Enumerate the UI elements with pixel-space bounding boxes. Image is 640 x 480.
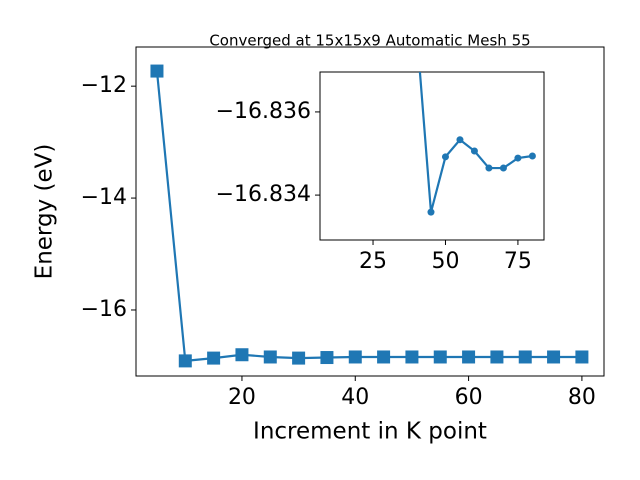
marker — [263, 350, 277, 364]
marker — [292, 351, 306, 365]
x-tick-label: 25 — [359, 249, 387, 274]
x-tick-label: 50 — [431, 249, 459, 274]
x-axis-label: Increment in K point — [253, 419, 487, 445]
marker — [433, 350, 447, 364]
marker — [514, 154, 522, 162]
plot-data — [150, 64, 589, 368]
y-tick-label: −12 — [81, 73, 127, 98]
marker — [441, 153, 449, 161]
marker — [518, 350, 532, 364]
y-tick-label: −16.836 — [216, 99, 311, 124]
marker — [320, 351, 334, 365]
marker — [499, 164, 507, 172]
x-tick-label: 40 — [341, 385, 369, 410]
y-axis-label: Energy (eV) — [32, 144, 58, 280]
marker — [405, 350, 419, 364]
marker — [150, 64, 164, 78]
series-line — [155, 70, 582, 363]
marker — [528, 152, 536, 160]
marker — [427, 208, 435, 216]
y-tick-label: −14 — [81, 185, 127, 210]
y-tick-label: −16.834 — [216, 182, 311, 207]
marker — [456, 136, 464, 144]
marker — [207, 351, 221, 365]
marker — [235, 348, 249, 362]
marker — [470, 147, 478, 155]
marker — [490, 350, 504, 364]
chart-title: Converged at 15x15x9 Automatic Mesh 55 — [209, 32, 530, 50]
x-tick-label: 60 — [455, 385, 483, 410]
x-tick-label: 75 — [504, 249, 532, 274]
x-tick-label: 80 — [568, 385, 596, 410]
marker — [348, 350, 362, 364]
x-tick-label: 20 — [228, 385, 256, 410]
marker — [575, 350, 589, 364]
marker — [547, 350, 561, 364]
y-tick-label: −16 — [81, 297, 127, 322]
marker — [462, 350, 476, 364]
marker — [485, 164, 493, 172]
marker — [178, 354, 192, 368]
marker — [377, 350, 391, 364]
plot-data — [418, 72, 536, 216]
